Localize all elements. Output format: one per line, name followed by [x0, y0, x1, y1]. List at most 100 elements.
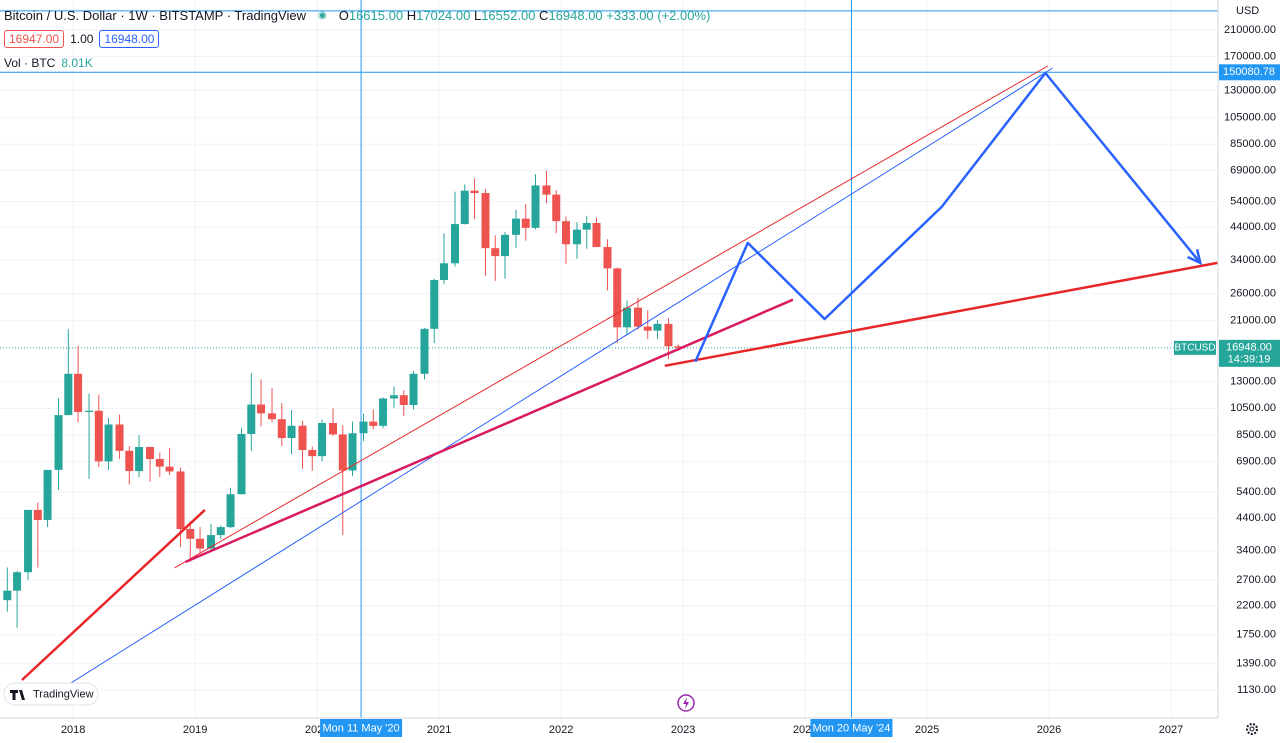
candle-body — [13, 572, 22, 591]
candle-body — [207, 535, 216, 549]
volume-value: 8.01K — [61, 56, 93, 70]
y-tick-label: 2200.00 — [1236, 600, 1276, 612]
y-tick-label: 1130.00 — [1237, 684, 1276, 696]
last-price-bg — [1219, 339, 1280, 367]
candle-body — [633, 307, 642, 327]
candle-body — [501, 234, 510, 257]
change: +333.00 (+2.00%) — [606, 7, 711, 23]
candle-body — [226, 494, 235, 528]
spread: 1.00 — [70, 32, 94, 46]
y-tick-label: 21000.00 — [1230, 315, 1276, 327]
price-axis — [1218, 0, 1280, 743]
x-tick-label: 2018 — [61, 724, 85, 736]
volume-label: Vol · BTC — [4, 56, 56, 70]
candle-body — [125, 450, 134, 472]
candle-body — [369, 421, 378, 426]
settings-icon[interactable] — [1246, 723, 1258, 735]
candle-body — [257, 404, 266, 414]
candle-body — [165, 466, 174, 472]
y-tick-label: 44000.00 — [1230, 221, 1276, 233]
x-tick-label: 2027 — [1159, 724, 1183, 736]
candle-body — [542, 185, 551, 195]
time-label: Mon 20 May '24 — [812, 722, 890, 734]
logo-text: TradingView — [33, 688, 94, 700]
candle-body — [216, 527, 225, 536]
buy-button[interactable]: 16948.00 — [99, 30, 160, 48]
time-label-bg — [320, 719, 403, 737]
candle-body — [491, 248, 500, 257]
candle-body — [43, 469, 52, 520]
y-tick-label: 1390.00 — [1236, 658, 1276, 670]
candle-body — [338, 434, 347, 471]
y-tick-label: 210000.00 — [1224, 24, 1276, 36]
candle-body — [104, 424, 113, 462]
candle-body — [603, 247, 612, 269]
x-tick-label: 2021 — [427, 724, 451, 736]
x-tick-label: 2025 — [915, 724, 939, 736]
currency: USD — [1236, 5, 1259, 17]
trend-line — [59, 67, 1053, 691]
price-label-bg — [1219, 64, 1280, 81]
y-tick-label: 2700.00 — [1236, 574, 1276, 586]
candle-body — [54, 415, 63, 470]
candle-body — [622, 307, 631, 328]
candle-body — [85, 410, 94, 412]
candle-body — [237, 433, 246, 495]
y-tick-label: 1750.00 — [1236, 629, 1276, 641]
candle-body — [176, 471, 185, 529]
candle-body — [247, 404, 256, 434]
candle-body — [440, 263, 449, 281]
candle-body — [521, 218, 530, 228]
candle-body — [592, 222, 601, 248]
candle-body — [115, 424, 124, 451]
y-tick-label: 4400.00 — [1236, 512, 1276, 524]
trend-line — [21, 508, 206, 681]
candle-body — [3, 590, 12, 601]
candle-body — [531, 185, 540, 228]
time-axis — [0, 718, 1218, 743]
candle-body — [146, 447, 155, 460]
x-tick-label: 2022 — [549, 724, 573, 736]
c-label: C — [539, 7, 549, 23]
candle-body — [298, 425, 307, 450]
candle-body — [430, 280, 439, 329]
o-label: O — [338, 7, 349, 23]
open: 16615.00 — [348, 7, 404, 23]
x-tick-label: 2026 — [1037, 724, 1061, 736]
candle-body — [572, 229, 581, 245]
candle-body — [481, 193, 490, 249]
price-label: 150080.78 — [1223, 66, 1275, 78]
trend-line — [174, 65, 1049, 569]
candle-body — [94, 410, 103, 462]
candle-body — [196, 538, 205, 549]
h-label: H — [406, 7, 417, 23]
plot — [0, 0, 1218, 718]
y-tick-label: 130000.00 — [1224, 84, 1276, 96]
l-label: L — [473, 7, 482, 23]
trend-line — [664, 261, 1218, 368]
volume-row: Vol · BTC 8.01K — [4, 52, 710, 74]
y-tick-label: 54000.00 — [1230, 195, 1276, 207]
y-tick-label: 85000.00 — [1230, 138, 1276, 150]
sell-button[interactable]: 16947.00 — [4, 30, 65, 48]
candle-body — [186, 528, 195, 539]
candle-body — [552, 194, 561, 222]
candle-body — [674, 346, 683, 348]
candle-body — [643, 326, 652, 331]
lightning-icon — [677, 694, 695, 712]
candle-body — [390, 395, 399, 399]
candle-body — [450, 224, 459, 264]
candle-body — [562, 221, 571, 245]
candle-body — [135, 447, 144, 472]
candle-body — [155, 459, 164, 467]
y-tick-label: 69000.00 — [1230, 164, 1276, 176]
candle-body — [24, 509, 33, 573]
trend-line — [184, 298, 794, 564]
low: 16552.00 — [481, 7, 536, 23]
y-tick-label: 10500.00 — [1230, 402, 1276, 414]
candle-body — [613, 268, 622, 328]
x-tick-label: 2019 — [183, 724, 207, 736]
candle-body — [470, 190, 479, 194]
y-tick-label: 5400.00 — [1236, 486, 1276, 498]
